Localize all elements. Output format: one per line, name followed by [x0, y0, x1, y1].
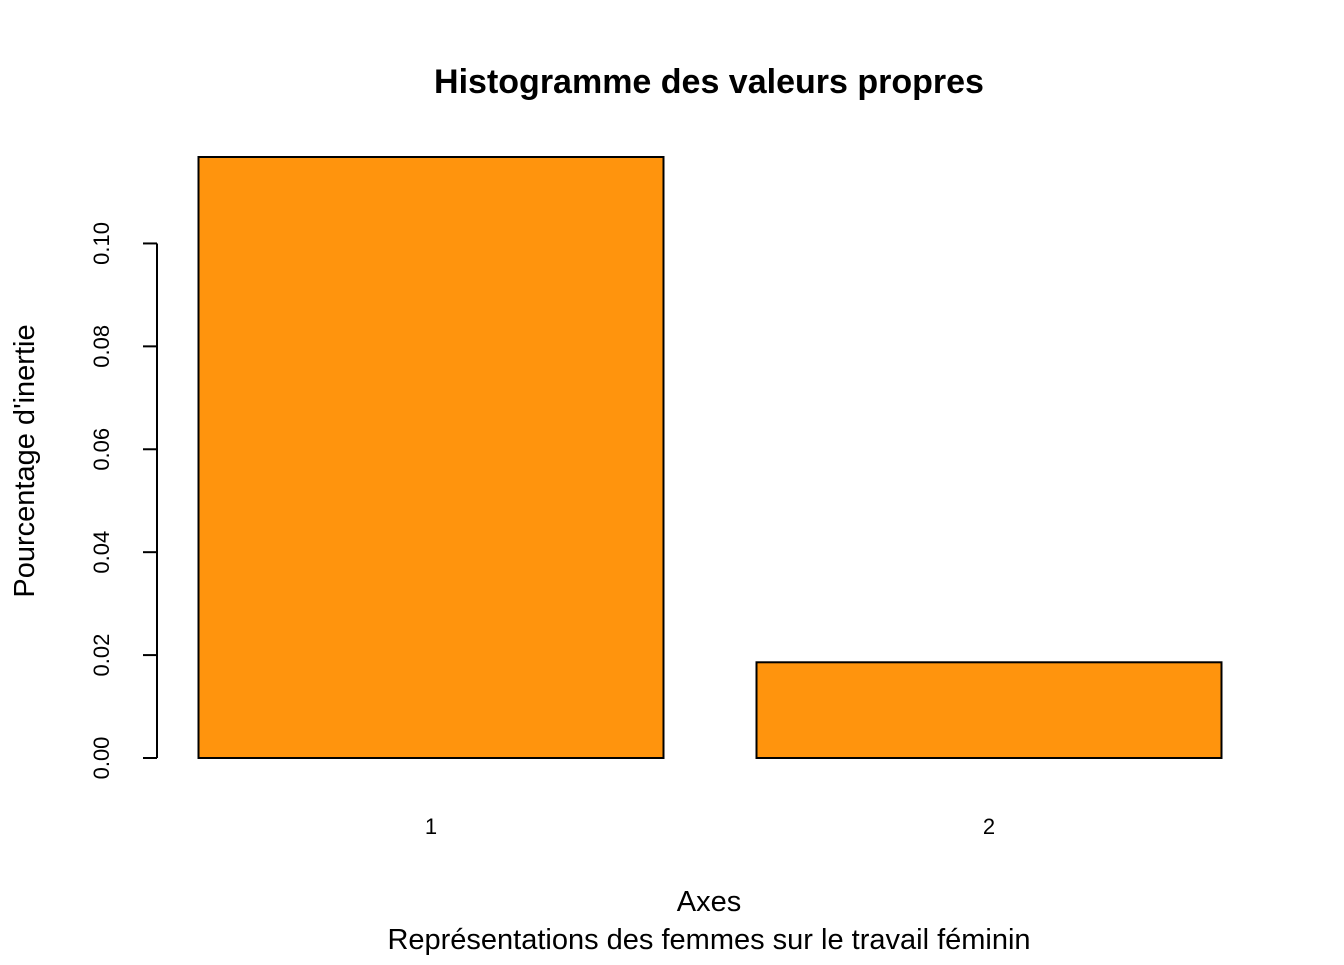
- y-tick-label-0.02: 0.02: [89, 634, 114, 677]
- y-tick-label-0.04: 0.04: [89, 531, 114, 574]
- y-axis: 0.00 0.02 0.04 0.06 0.08 0.10: [89, 222, 158, 780]
- y-tick-label-0.00: 0.00: [89, 737, 114, 780]
- y-axis-title: Pourcentage d'inertie: [9, 324, 41, 597]
- bar-2: [755, 661, 1223, 759]
- x-axis-title: Axes: [677, 886, 741, 918]
- bar-1: [197, 156, 665, 759]
- y-tick-label-0.10: 0.10: [89, 222, 114, 265]
- y-tick-label-0.08: 0.08: [89, 325, 114, 368]
- x-tick-label-1: 1: [425, 814, 437, 839]
- bars-group: [197, 156, 1223, 759]
- y-tick-label-0.06: 0.06: [89, 428, 114, 471]
- chart-title: Histogramme des valeurs propres: [434, 63, 984, 101]
- chart-subtitle: Représentations des femmes sur le travai…: [387, 924, 1030, 956]
- x-tick-label-2: 2: [983, 814, 995, 839]
